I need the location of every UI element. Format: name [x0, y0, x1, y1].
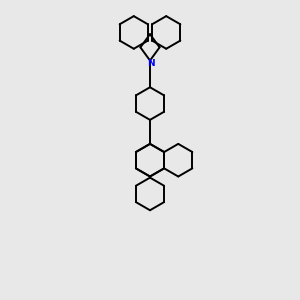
Text: N: N [147, 59, 154, 68]
